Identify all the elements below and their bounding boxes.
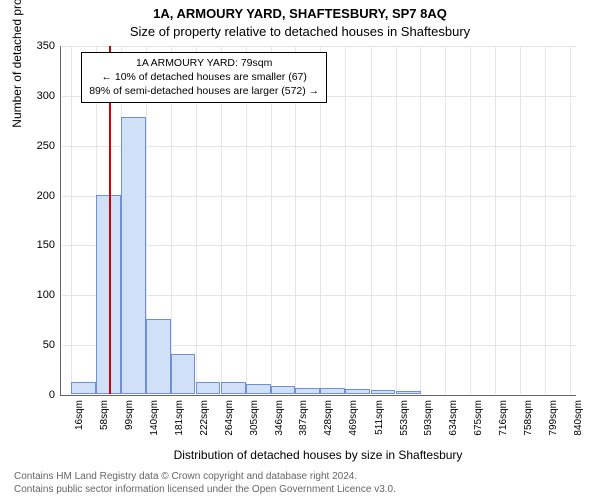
x-tick-label: 758sqm xyxy=(523,400,534,446)
x-tick-label: 181sqm xyxy=(174,400,185,446)
y-tick-label: 0 xyxy=(15,389,55,401)
x-tick-label: 511sqm xyxy=(374,400,385,446)
x-tick-label: 16sqm xyxy=(74,400,85,446)
gridline-v xyxy=(371,46,372,394)
x-tick-label: 346sqm xyxy=(274,400,285,446)
footer-line2: Contains public sector information licen… xyxy=(14,484,396,497)
x-tick-label: 469sqm xyxy=(348,400,359,446)
gridline-v xyxy=(495,46,496,394)
x-tick-label: 387sqm xyxy=(298,400,309,446)
gridline-v xyxy=(445,46,446,394)
footer-attribution: Contains HM Land Registry data © Crown c… xyxy=(14,471,396,496)
y-tick-label: 50 xyxy=(15,339,55,351)
gridline-v xyxy=(520,46,521,394)
infobox-line2: ← 10% of detached houses are smaller (67… xyxy=(89,70,319,84)
histogram-bar xyxy=(396,391,421,394)
histogram-bar xyxy=(146,319,171,394)
title-address: 1A, ARMOURY YARD, SHAFTESBURY, SP7 8AQ xyxy=(0,6,600,21)
gridline-v xyxy=(545,46,546,394)
y-tick-label: 300 xyxy=(15,90,55,102)
y-tick-label: 150 xyxy=(15,239,55,251)
histogram-bar xyxy=(71,382,96,394)
histogram-bar xyxy=(196,382,221,394)
x-tick-label: 305sqm xyxy=(249,400,260,446)
chart-container: 1A, ARMOURY YARD, SHAFTESBURY, SP7 8AQ S… xyxy=(0,0,600,500)
histogram-bar xyxy=(295,388,320,394)
info-box: 1A ARMOURY YARD: 79sqm ← 10% of detached… xyxy=(81,52,327,103)
x-axis-label: Distribution of detached houses by size … xyxy=(60,448,576,462)
infobox-line3: 89% of semi-detached houses are larger (… xyxy=(89,84,319,98)
gridline-v xyxy=(345,46,346,394)
x-tick-label: 593sqm xyxy=(423,400,434,446)
x-tick-label: 675sqm xyxy=(473,400,484,446)
histogram-bar xyxy=(345,389,370,394)
y-tick-label: 100 xyxy=(15,289,55,301)
footer-line1: Contains HM Land Registry data © Crown c… xyxy=(14,471,396,484)
histogram-bar xyxy=(171,354,196,394)
y-axis-label: Number of detached properties xyxy=(10,0,24,220)
histogram-bar xyxy=(121,117,146,394)
x-tick-label: 58sqm xyxy=(99,400,110,446)
x-tick-label: 634sqm xyxy=(448,400,459,446)
gridline-v xyxy=(470,46,471,394)
x-tick-label: 799sqm xyxy=(548,400,559,446)
y-tick-label: 350 xyxy=(15,40,55,52)
infobox-line1: 1A ARMOURY YARD: 79sqm xyxy=(89,56,319,70)
x-tick-label: 222sqm xyxy=(199,400,210,446)
histogram-bar xyxy=(320,388,345,394)
y-tick-label: 250 xyxy=(15,140,55,152)
gridline-v xyxy=(71,46,72,394)
histogram-bar xyxy=(371,390,396,394)
x-tick-label: 840sqm xyxy=(573,400,584,446)
y-tick-label: 200 xyxy=(15,190,55,202)
x-tick-label: 716sqm xyxy=(498,400,509,446)
gridline-v xyxy=(396,46,397,394)
x-tick-label: 99sqm xyxy=(124,400,135,446)
gridline-h xyxy=(62,46,576,47)
gridline-v xyxy=(570,46,571,394)
x-tick-label: 264sqm xyxy=(224,400,235,446)
histogram-bar xyxy=(221,382,246,394)
title-subtitle: Size of property relative to detached ho… xyxy=(0,24,600,39)
gridline-v xyxy=(420,46,421,394)
x-tick-label: 140sqm xyxy=(149,400,160,446)
x-tick-label: 428sqm xyxy=(323,400,334,446)
histogram-bar xyxy=(271,386,296,394)
x-tick-label: 553sqm xyxy=(399,400,410,446)
histogram-bar xyxy=(246,384,271,394)
